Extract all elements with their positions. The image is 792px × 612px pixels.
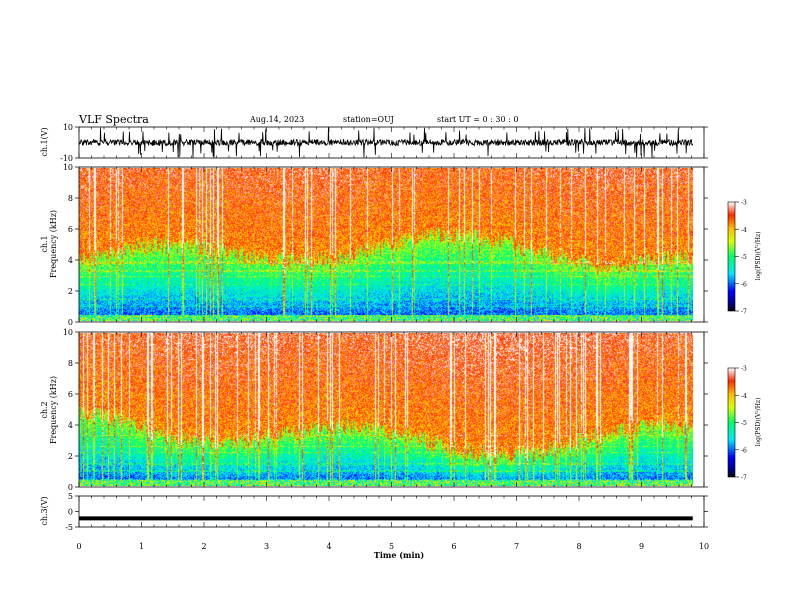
ch1-spectrogram-ytick-tick-label: 0 <box>68 318 73 327</box>
ch2-colorbar: -3 -4 -5 -6 -7 log(PSD)(V²/Hz) <box>727 366 762 482</box>
ch3-waveform-ytick-tick-label: 5 <box>68 492 73 501</box>
ch1-spectrogram-image <box>79 168 693 321</box>
ch1-colorbar-tick-label: -5 <box>741 254 747 261</box>
ch1-colorbar-label: log(PSD)(V²/Hz) <box>755 232 762 281</box>
ch1-waveform-ytick-tick-label: 10 <box>63 123 73 132</box>
ch2-spectrogram-panel: 0 2 4 6 8 10 ch.2 Frequency (kHz) <box>40 328 708 492</box>
time-axis-tick-label: 5 <box>389 542 394 551</box>
ch2-spectrogram-yticks: 0 2 4 6 8 10 <box>63 328 708 492</box>
ch1-spectrogram-panel: 0 2 4 6 8 10 ch.1 Frequency (kHz) <box>40 163 708 327</box>
ch1-spectrogram-yticks: 0 2 4 6 8 10 <box>63 163 708 327</box>
time-axis-tick-label: 4 <box>326 542 331 551</box>
ch1-colorbar-bar <box>727 201 736 312</box>
ch1-colorbar-tick-label: -6 <box>741 281 747 288</box>
ch1-waveform-line <box>78 127 694 158</box>
ch1-spectrogram-ylabel-frequency: Frequency (kHz) <box>49 210 58 278</box>
ch3-waveform-ylabel: ch.3(V) <box>40 496 49 525</box>
ch2-colorbar-ticks: -3 -4 -5 -6 -7 <box>735 366 747 482</box>
ch2-spectrogram-ytick-tick-label: 8 <box>68 359 73 368</box>
ch2-spectrogram-ytick-tick-label: 0 <box>68 483 73 492</box>
ch1-waveform-yticks: 10 -10 <box>60 123 708 163</box>
ch1-waveform-ylabel: ch.1(V) <box>40 127 49 156</box>
time-axis-tick-label: 7 <box>514 542 519 551</box>
ch3-waveform-ytick-tick-label: -5 <box>65 523 73 532</box>
ch1-waveform-panel: 10 -10 ch.1(V) <box>40 123 708 163</box>
ch2-colorbar-tick-label: -4 <box>741 393 747 400</box>
time-axis-ticks <box>78 127 705 527</box>
ch2-colorbar-tick-label: -5 <box>741 420 747 427</box>
ch1-colorbar-tick-label: -4 <box>741 227 747 234</box>
ch2-colorbar-tick-label: -6 <box>741 447 747 454</box>
time-axis-tick-label: 1 <box>139 542 144 551</box>
station-label: station=OUJ <box>343 115 394 124</box>
time-axis-tick-label: 3 <box>264 542 269 551</box>
ch2-spectrogram-ytick-tick-label: 6 <box>68 390 73 399</box>
start-time-label: start UT = 0 : 30 : 0 <box>437 115 519 124</box>
ch1-spectrogram-ytick-tick-label: 10 <box>63 163 73 172</box>
ch3-waveform-ytick-tick-label: 0 <box>68 508 73 517</box>
ch2-colorbar-tick-label: -3 <box>741 366 747 373</box>
time-axis-tick-label: 10 <box>699 542 709 551</box>
ch1-waveform-ytick-tick-label: -10 <box>60 154 73 163</box>
ch1-spectrogram-ytick-tick-label: 4 <box>68 256 73 265</box>
time-axis-tick-label: 6 <box>451 542 456 551</box>
time-axis-tick-label: 0 <box>76 542 81 551</box>
ch1-colorbar-tick-label: -7 <box>741 309 747 316</box>
ch1-spectrogram-ytick-tick-label: 6 <box>68 225 73 234</box>
ch2-spectrogram-ytick-tick-label: 2 <box>68 452 73 461</box>
ch1-colorbar-ticks: -3 -4 -5 -6 -7 <box>735 200 747 316</box>
time-axis-tick-label: 8 <box>576 542 581 551</box>
ch1-colorbar: -3 -4 -5 -6 -7 log(PSD)(V²/Hz) <box>727 200 762 316</box>
time-axis-tick-label: 9 <box>639 542 644 551</box>
ch2-spectrogram-ylabel-channel: ch.2 <box>40 401 49 418</box>
ch1-spectrogram-ylabel-channel: ch.1 <box>40 235 49 252</box>
ch1-spectrogram-ytick-tick-label: 2 <box>68 287 73 296</box>
ch2-spectrogram-ytick-tick-label: 10 <box>63 328 73 337</box>
ch2-spectrogram-ylabel-frequency: Frequency (kHz) <box>49 376 58 444</box>
time-axis-label: Time (min) <box>374 550 424 560</box>
ch2-colorbar-bar <box>727 367 736 478</box>
time-axis-tick-labels: 0 1 2 3 4 5 6 7 8 9 10 <box>76 542 709 551</box>
ch2-colorbar-label: log(PSD)(V²/Hz) <box>755 398 762 447</box>
date-label: Aug.14, 2023 <box>250 115 305 124</box>
ch1-spectrogram-ytick-tick-label: 8 <box>68 194 73 203</box>
ch2-spectrogram-ytick-tick-label: 4 <box>68 421 73 430</box>
figure-title: VLF Spectra <box>79 113 149 126</box>
ch2-colorbar-tick-label: -7 <box>741 475 747 482</box>
time-axis-tick-label: 2 <box>201 542 206 551</box>
ch2-spectrogram-image <box>79 333 693 486</box>
ch1-colorbar-tick-label: -3 <box>741 200 747 207</box>
ch3-waveform-panel: 5 0 -5 ch.3(V) <box>40 492 708 532</box>
ch3-waveform-yticks: 5 0 -5 <box>65 492 708 532</box>
